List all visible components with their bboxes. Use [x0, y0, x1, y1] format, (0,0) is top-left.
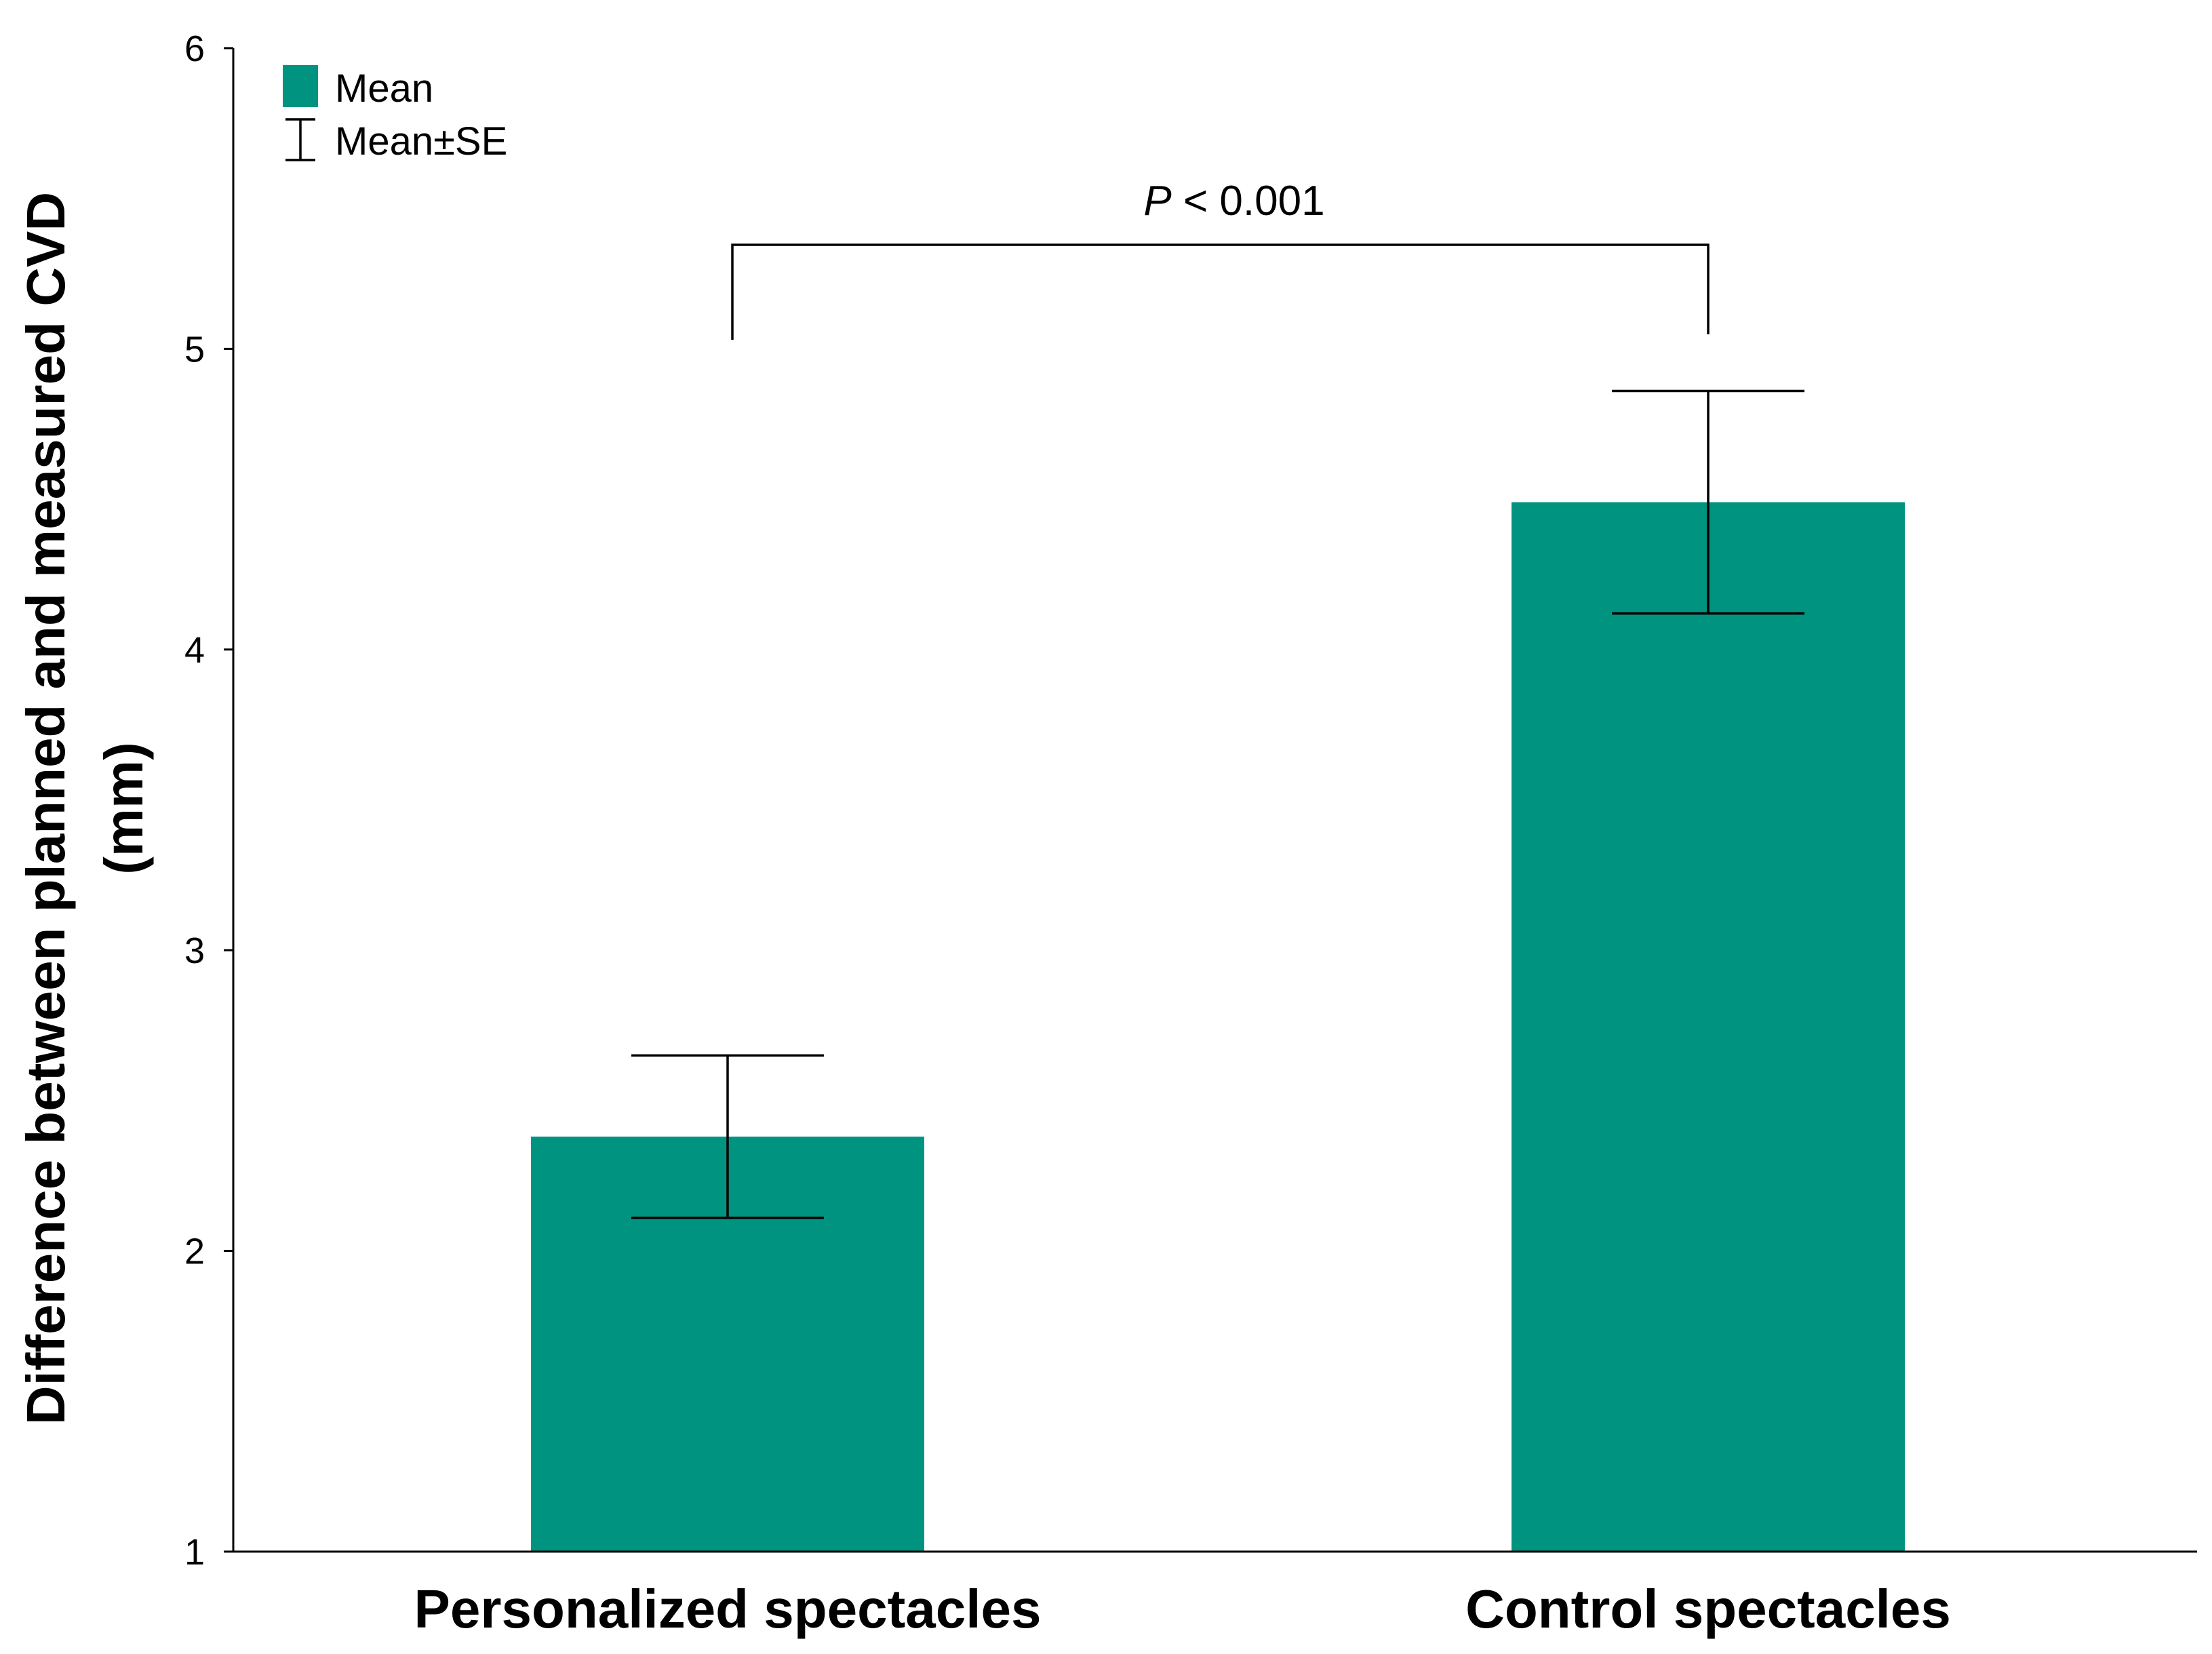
- y-tick-label-5: 5: [184, 329, 205, 370]
- y-axis-label-line2: (mm): [94, 742, 154, 875]
- y-tick-label-3: 3: [184, 930, 205, 971]
- y-tick-label-1: 1: [184, 1532, 205, 1573]
- significance-bracket-line: [731, 243, 1710, 340]
- significance-bracket: [731, 243, 1710, 340]
- legend-label-mean: Mean: [335, 66, 433, 111]
- y-axis-label-line1: Difference between planned and measured …: [16, 192, 76, 1425]
- y-tick-label-4: 4: [184, 630, 205, 671]
- error-bar-control: [1612, 389, 1804, 615]
- legend-label-mean-se: Mean±SE: [335, 119, 507, 163]
- x-category-label-personalized: Personalized spectacles: [414, 1579, 1042, 1639]
- x-category-label-control: Control spectacles: [1465, 1579, 1951, 1639]
- p-value-text: < 0.001: [1172, 178, 1325, 224]
- y-tick-label-6: 6: [184, 28, 205, 69]
- p-value-annotation: P < 0.001: [1143, 178, 1324, 224]
- y-tick-label-2: 2: [184, 1232, 205, 1272]
- legend-swatch-mean: [283, 65, 318, 107]
- legend-errorbar-icon: [285, 118, 315, 161]
- bar-control: [1512, 502, 1905, 1552]
- error-bar-personalized: [631, 1054, 824, 1219]
- p-value-symbol: P: [1143, 178, 1171, 224]
- legend: Mean Mean±SE: [283, 65, 507, 163]
